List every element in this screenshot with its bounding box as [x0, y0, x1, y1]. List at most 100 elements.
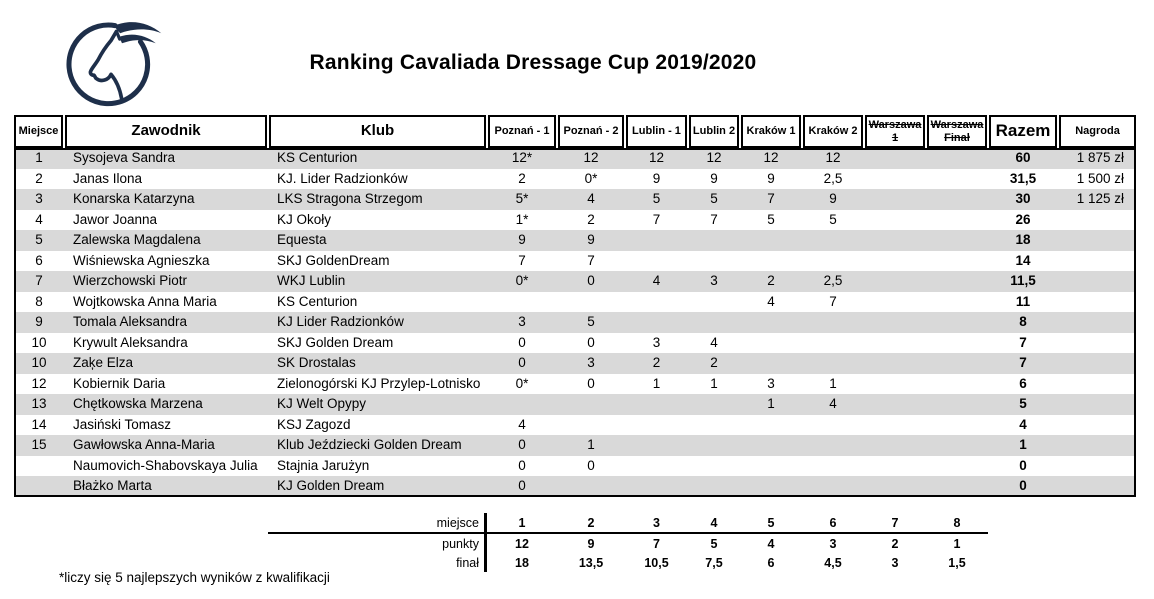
cell-miejsce: 2: [35, 170, 43, 186]
cell-klub: SKJ Golden Dream: [277, 334, 394, 350]
cell-zawodnik: Wojtkowska Anna Maria: [73, 293, 217, 309]
cell-nagroda: 1 500 zł: [1076, 170, 1124, 186]
cell-score: 2,5: [823, 273, 843, 288]
cell-score: 12: [763, 150, 779, 165]
cell-score: 4: [829, 396, 837, 411]
column-header-nagroda: Nagroda: [1059, 115, 1136, 148]
cell-zawodnik: Tomala Aleksandra: [73, 314, 188, 329]
cell-score: 7: [518, 252, 526, 268]
table-row: 13 Chętkowska Marzena KJ Welt Opypy 1 4 5: [14, 394, 1136, 415]
cell-miejsce: 10: [31, 334, 47, 350]
cell-zawodnik: Wierzchowski Piotr: [73, 273, 188, 288]
cell-razem: 8: [1019, 314, 1027, 329]
cell-klub: KJ Okoły: [277, 211, 332, 227]
cell-score: 9: [518, 232, 526, 247]
cell-klub: KS Centurion: [277, 150, 358, 165]
points-value: 4,5: [824, 555, 842, 570]
points-value: 8: [953, 515, 961, 530]
table-row: Naumovich-Shabovskaya Julia Stajnia Jaruż…: [14, 456, 1136, 477]
column-header-zawodnik: Zawodnik: [65, 115, 267, 148]
cell-score: 4: [587, 191, 595, 206]
points-value: 3: [829, 536, 837, 551]
cell-razem: 14: [1015, 252, 1031, 268]
table-row: 7 Wierzchowski Piotr WKJ Lublin 0* 0 4 3 2 2,5 11…: [14, 271, 1136, 292]
cell-nagroda: 1 125 zł: [1076, 191, 1124, 206]
cell-zawodnik: Jasiński Tomasz: [73, 416, 172, 432]
cell-score: 3: [710, 273, 718, 288]
cell-zawodnik: Wiśniewska Agnieszka: [73, 252, 210, 268]
cell-razem: 11,5: [1010, 273, 1036, 288]
points-value: 7,5: [705, 555, 723, 570]
cell-score: 1: [767, 396, 775, 411]
cell-score: 7: [710, 211, 718, 227]
cell-score: 9: [767, 170, 775, 186]
table-row: 1 Sysojeva Sandra KS Centurion 12* 12 12 12 12 1…: [14, 148, 1136, 169]
table-row: 6 Wiśniewska Agnieszka SKJ GoldenDream 7 7 14: [14, 251, 1136, 272]
points-value: 7: [653, 536, 660, 551]
cell-razem: 4: [1019, 416, 1027, 432]
cell-score: 0: [518, 334, 526, 350]
points-legend-table: miejsce 1 2 3 4 5 6 7 8 punkty 12 9 7 5 4 3 2 1 finał 18 13,…: [268, 513, 988, 572]
column-header-lublin-2: Lublin 2: [689, 115, 739, 148]
cell-score: 0*: [515, 375, 529, 391]
cell-klub: Zielonogórski KJ Przylep-Lotnisko: [277, 375, 481, 391]
points-row-punkty: punkty 12 9 7 5 4 3 2 1: [268, 534, 988, 553]
column-header-miejsce: Miejsce: [14, 115, 63, 148]
cell-score: 4: [767, 293, 775, 309]
points-label: miejsce: [268, 513, 487, 532]
cell-zawodnik: Jawor Joanna: [73, 211, 158, 227]
cell-nagroda: 1 875 zł: [1076, 150, 1124, 165]
cell-razem: 6: [1019, 375, 1027, 391]
footnote: *liczy się 5 najlepszych wyników z kwali…: [59, 570, 330, 585]
cell-klub: KS Centurion: [277, 293, 358, 309]
cell-score: 2: [710, 355, 718, 370]
column-header-krak-w-1: Kraków 1: [741, 115, 801, 148]
cell-miejsce: 8: [35, 293, 43, 309]
points-row-miejsce: miejsce 1 2 3 4 5 6 7 8: [268, 513, 988, 534]
column-header-razem: Razem: [989, 115, 1057, 148]
cell-miejsce: 3: [35, 191, 43, 206]
cell-zawodnik: Zaķe Elza: [73, 355, 134, 370]
points-value: 1: [953, 536, 961, 551]
cell-score: 12: [825, 150, 841, 165]
cell-razem: 30: [1015, 191, 1031, 206]
cell-klub: WKJ Lublin: [277, 273, 346, 288]
cell-klub: Klub Jeździecki Golden Dream: [277, 437, 462, 452]
cell-score: 7: [767, 191, 775, 206]
table-row: 5 Zalewska Magdalena Equesta 9 9 18: [14, 230, 1136, 251]
cell-razem: 26: [1015, 211, 1031, 227]
cell-miejsce: 13: [31, 396, 47, 411]
cell-score: 4: [518, 416, 526, 432]
points-value: 12: [515, 536, 529, 551]
cell-score: 1*: [515, 211, 529, 227]
cell-score: 3: [767, 375, 775, 391]
cell-miejsce: 4: [35, 211, 43, 227]
points-value: 2: [587, 515, 595, 530]
cell-klub: Equesta: [277, 232, 327, 247]
cell-zawodnik: Janas Ilona: [73, 170, 143, 186]
cell-score: 3: [587, 355, 595, 370]
cell-razem: 7: [1019, 355, 1027, 370]
cell-score: 5: [710, 191, 718, 206]
cell-zawodnik: Zalewska Magdalena: [73, 232, 201, 247]
points-label: punkty: [268, 534, 487, 553]
cell-score: 7: [587, 252, 595, 268]
cell-razem: 31,5: [1009, 170, 1037, 186]
points-value: 18: [515, 555, 529, 570]
cell-klub: LKS Stragona Strzegom: [277, 191, 423, 206]
cell-miejsce: 7: [35, 273, 43, 288]
cell-score: 0: [587, 457, 595, 473]
cell-score: 2: [518, 170, 526, 186]
cell-score: 2,5: [823, 170, 843, 186]
points-value: 5: [767, 515, 775, 530]
cell-miejsce: 10: [31, 355, 47, 370]
table-row: 15 Gawłowska Anna-Maria Klub Jeździecki Go…: [14, 435, 1136, 456]
cell-zawodnik: Chętkowska Marzena: [73, 396, 203, 411]
cell-score: 5: [767, 211, 775, 227]
cell-score: 12*: [511, 150, 533, 165]
table-row: 14 Jasiński Tomasz KSJ Zagozd 4 4: [14, 415, 1136, 436]
cell-score: 12: [583, 150, 599, 165]
points-value: 10,5: [644, 555, 669, 570]
column-header-warszawa-fina: Warszawa Finał: [927, 115, 987, 148]
cell-score: 2: [767, 273, 775, 288]
